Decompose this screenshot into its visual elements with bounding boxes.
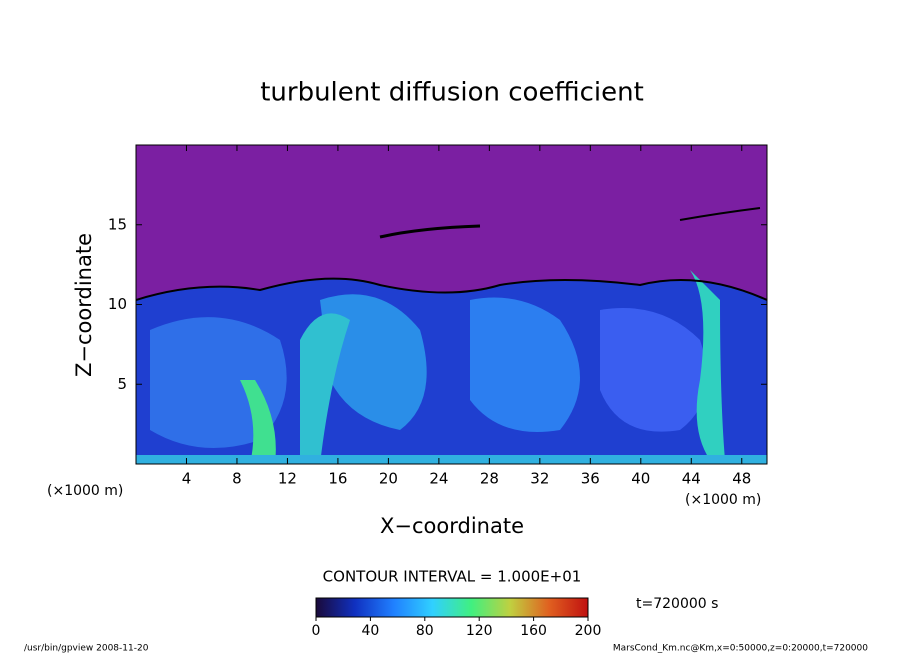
x-tick-label: 16 bbox=[328, 470, 347, 488]
x-tick-label: 28 bbox=[480, 470, 499, 488]
colorbar bbox=[315, 597, 589, 618]
y-unit-label: (×1000 m) bbox=[47, 483, 123, 499]
contour-interval: CONTOUR INTERVAL = 1.000E+01 bbox=[323, 568, 582, 586]
colorbar-tick-label: 160 bbox=[520, 623, 547, 639]
x-tick-label: 8 bbox=[232, 470, 242, 488]
x-tick-label: 4 bbox=[182, 470, 192, 488]
x-tick-label: 32 bbox=[530, 470, 549, 488]
x-tick-label: 20 bbox=[379, 470, 398, 488]
x-tick-label: 44 bbox=[682, 470, 701, 488]
x-tick-label: 12 bbox=[278, 470, 297, 488]
y-axis-label: Z−coordinate bbox=[72, 233, 96, 377]
footer-left: /usr/bin/gpview 2008-11-20 bbox=[24, 644, 149, 654]
y-tick-label: 15 bbox=[108, 215, 127, 233]
colorbar-tick-label: 40 bbox=[361, 623, 379, 639]
y-tick-label: 5 bbox=[117, 375, 127, 393]
colorbar-tick-label: 0 bbox=[312, 623, 321, 639]
colorbar-tick-label: 120 bbox=[466, 623, 493, 639]
y-tick-label: 10 bbox=[108, 295, 127, 313]
x-tick-label: 36 bbox=[581, 470, 600, 488]
colorbar-tick-label: 200 bbox=[575, 623, 602, 639]
x-tick-label: 48 bbox=[732, 470, 751, 488]
contour-field bbox=[136, 145, 767, 464]
time-label: t=720000 s bbox=[636, 596, 718, 612]
x-tick-label: 24 bbox=[429, 470, 448, 488]
chart-title: turbulent diffusion coefficient bbox=[260, 78, 644, 108]
x-axis-label: X−coordinate bbox=[380, 514, 524, 538]
x-unit-label: (×1000 m) bbox=[685, 492, 761, 508]
colorbar-tick-label: 80 bbox=[416, 623, 434, 639]
x-tick-label: 40 bbox=[631, 470, 650, 488]
footer-right: MarsCond_Km.nc@Km,x=0:50000,z=0:20000,t=… bbox=[613, 644, 868, 654]
